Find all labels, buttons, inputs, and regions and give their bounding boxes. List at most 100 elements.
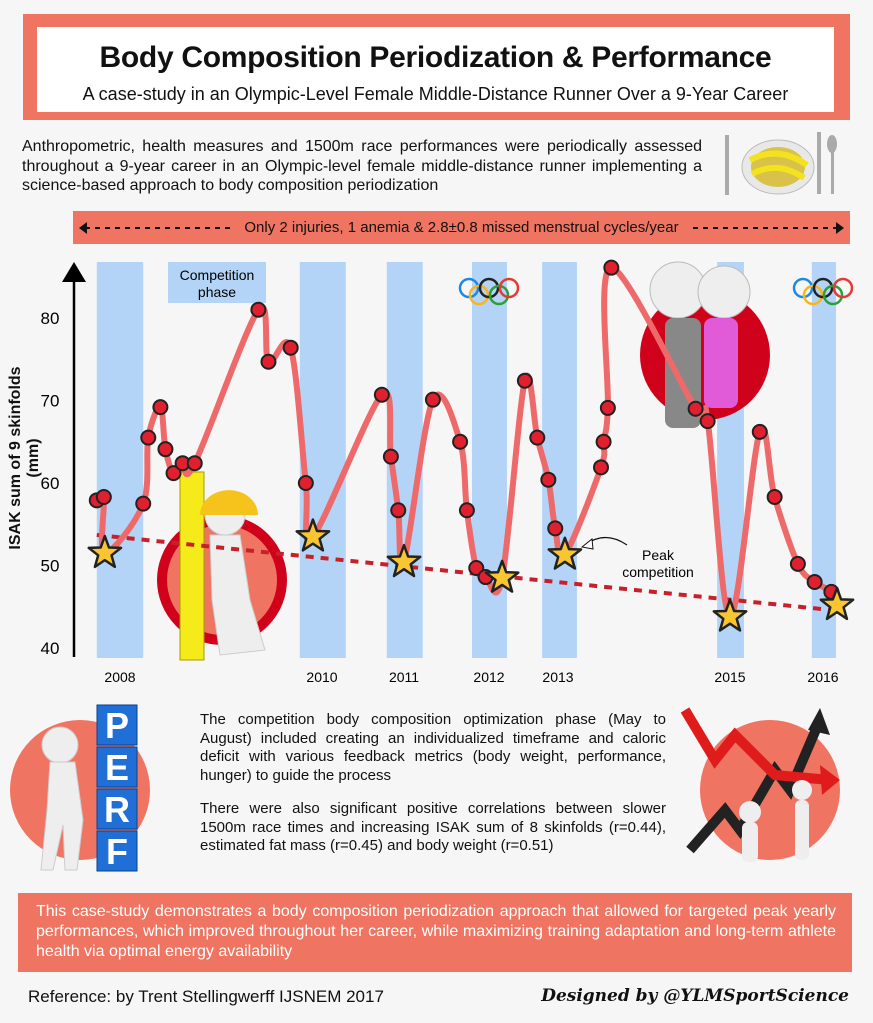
annotation-arrowhead <box>580 538 594 550</box>
y-tick-label: 50 <box>41 557 60 576</box>
peak-star-point <box>712 598 748 632</box>
data-point <box>140 429 157 446</box>
data-points <box>87 259 855 632</box>
bottom-text: The competition body composition optimiz… <box>200 711 666 870</box>
trend-dashed-line <box>96 532 832 613</box>
x-tick-label: 2010 <box>306 669 337 685</box>
y-tick-label: 60 <box>41 474 60 493</box>
y-axis-label: ISAK sum of 9 skinfolds (mm) <box>7 366 42 550</box>
page-subtitle: A case-study in an Olympic-Level Female … <box>82 84 789 104</box>
competition-phase-label: phase <box>198 284 236 300</box>
conclusion-text: This case-study demonstrates a body comp… <box>36 903 836 960</box>
perf-letter: F <box>106 831 128 872</box>
tick-labels: 40 50 60 70 80 2008 2010 2011 2012 2013 2015 2016 Pe… <box>41 309 839 685</box>
competition-band <box>299 262 346 658</box>
perf-letter: P <box>105 705 129 746</box>
data-point <box>452 433 469 450</box>
olympic-ring <box>498 277 520 299</box>
y-tick-label: 40 <box>41 639 60 658</box>
data-point <box>516 372 533 389</box>
peak-star-point <box>819 586 855 621</box>
data-point <box>135 495 152 512</box>
page-title: Body Composition Periodization & Perform… <box>99 41 772 74</box>
woman-dress <box>704 318 738 408</box>
x-tick-label: 2011 <box>389 669 419 685</box>
double-arrow-icon <box>79 222 844 234</box>
data-point <box>468 559 485 576</box>
data-point <box>250 301 267 318</box>
competition-band <box>96 262 144 658</box>
data-point <box>458 502 475 519</box>
data-point <box>540 471 557 488</box>
olympic-rings-icon <box>792 277 854 306</box>
peak-competition-annotation: competition <box>622 564 694 580</box>
competition-band <box>472 262 507 658</box>
x-tick-label: 2008 <box>104 669 135 685</box>
data-point <box>806 574 823 590</box>
peak-star-point <box>547 536 583 570</box>
data-point <box>547 520 564 537</box>
data-point <box>789 555 806 572</box>
data-point <box>157 441 174 458</box>
banner-text: Only 2 injuries, 1 anemia & 2.8±0.8 miss… <box>244 219 679 236</box>
x-tick-label: 2012 <box>473 669 504 685</box>
data-point <box>382 448 399 465</box>
y-axis-arrow <box>62 262 86 282</box>
data-point <box>165 465 182 482</box>
data-point <box>529 429 546 446</box>
trend-arrows-figures-icon <box>680 707 840 862</box>
data-point <box>297 475 314 491</box>
data-point <box>152 399 169 416</box>
plate-measuring-tape-icon <box>725 132 837 195</box>
peak-star-point <box>295 518 331 552</box>
data-point <box>593 459 609 476</box>
competition-band <box>542 262 577 658</box>
conclusion-box: This case-study demonstrates a body comp… <box>18 893 852 972</box>
peak-star-point <box>484 559 520 593</box>
perf-letter: R <box>104 789 130 830</box>
olympic-ring <box>832 277 854 299</box>
data-point <box>766 489 783 506</box>
woman-head <box>697 265 751 319</box>
data-point <box>95 489 112 506</box>
designed-by-text: Designed by @YLMSportScience <box>541 986 849 1006</box>
data-point <box>186 455 203 472</box>
competition-phase-label: Competition <box>180 267 255 283</box>
data-point <box>390 502 407 519</box>
perf-letter: E <box>105 747 129 788</box>
x-tick-label: 2013 <box>542 669 573 685</box>
y-tick-label: 80 <box>41 309 60 328</box>
trend-line <box>96 532 832 613</box>
data-point <box>699 413 716 430</box>
data-point <box>282 339 299 356</box>
header: Body Composition Periodization & Perform… <box>23 14 850 120</box>
y-axis <box>62 262 86 657</box>
x-tick-label: 2016 <box>807 669 838 685</box>
x-tick-label: 2015 <box>714 669 745 685</box>
perf-block <box>96 746 138 788</box>
data-point <box>373 386 390 403</box>
figure-body <box>209 534 266 656</box>
data-point <box>603 259 620 276</box>
y-tick-label: 70 <box>41 392 60 411</box>
reference-text: Reference: by Trent Stellingwerff IJSNEM… <box>28 987 384 1006</box>
hard-hat-icon <box>200 490 258 515</box>
competition-phase-label-box <box>168 262 266 303</box>
peak-star-point <box>87 534 123 569</box>
correlation-paragraph: There were also significant positive cor… <box>200 799 666 855</box>
perf-block <box>96 830 138 872</box>
phase-paragraph: The competition body composition optimiz… <box>200 711 666 785</box>
data-point <box>599 399 616 416</box>
intro-text: Anthropometric, health measures and 1500… <box>22 138 702 194</box>
tape-measure-icon <box>179 471 205 661</box>
data-point <box>424 391 441 408</box>
olympic-rings-icon <box>458 277 520 306</box>
health-banner: Only 2 injuries, 1 anemia & 2.8±0.8 miss… <box>73 211 850 244</box>
data-point <box>595 433 612 450</box>
data-point <box>751 423 768 440</box>
perf-block <box>96 704 138 746</box>
data-point <box>687 400 704 417</box>
